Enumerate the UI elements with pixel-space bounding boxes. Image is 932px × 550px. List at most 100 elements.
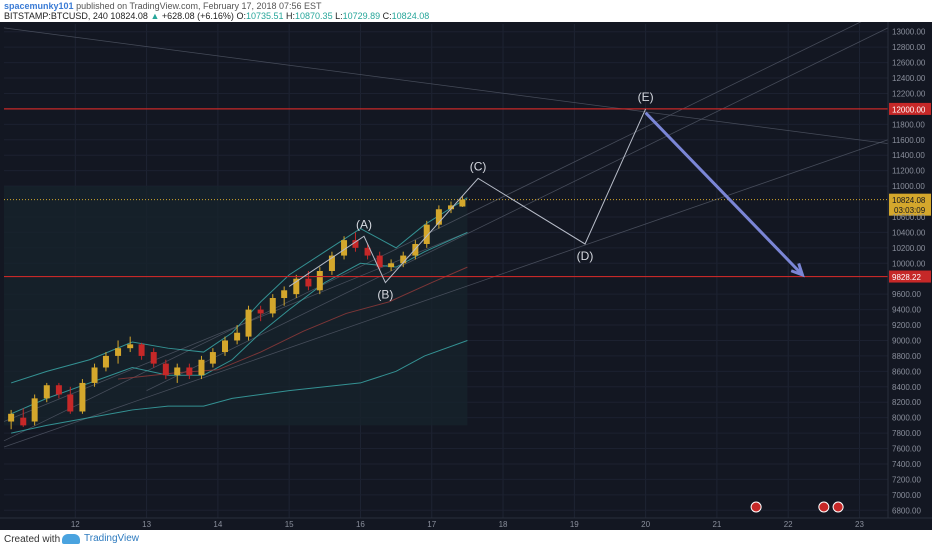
price-tick-label: 8000.00 [892, 414, 921, 423]
price-tick-label: 8400.00 [892, 383, 921, 392]
candle-up[interactable] [102, 355, 109, 368]
time-tick-label: 18 [499, 520, 508, 529]
trend-line[interactable] [3, 22, 888, 442]
candle-up[interactable] [281, 290, 288, 299]
candle-up[interactable] [316, 271, 323, 291]
candle-up[interactable] [412, 243, 419, 256]
candle-up[interactable] [435, 209, 442, 225]
last-price: 10824.08 [110, 11, 148, 21]
candle-down[interactable] [376, 255, 383, 268]
candle-up[interactable] [388, 263, 395, 268]
time-tick-label: 14 [213, 520, 222, 529]
candle-down[interactable] [55, 385, 62, 395]
candle-down[interactable] [138, 344, 145, 356]
channel-shade [4, 186, 468, 426]
candle-up[interactable] [209, 352, 216, 364]
time-tick-label: 15 [285, 520, 294, 529]
candle-up[interactable] [79, 382, 86, 412]
author-link[interactable]: spacemunky101 [4, 1, 74, 11]
last-price-label: 10824.08 [892, 196, 926, 205]
candle-down[interactable] [352, 240, 359, 248]
ohlc-info: BITSTAMP:BTCUSD, 240 10824.08 ▲ +628.08 … [4, 11, 429, 21]
low-value: 10729.89 [342, 11, 381, 21]
candle-down[interactable] [364, 247, 371, 256]
candle-up[interactable] [91, 367, 98, 383]
candle-up[interactable] [31, 398, 38, 422]
trend-line[interactable] [3, 139, 889, 448]
price-tick-label: 7400.00 [892, 460, 921, 469]
tradingview-logo-icon [62, 533, 80, 544]
lower-band-line [11, 339, 468, 434]
last-price-tag [889, 193, 931, 216]
price-tick-label: 7200.00 [892, 475, 921, 484]
candle-down[interactable] [257, 309, 264, 314]
candle-down[interactable] [20, 417, 27, 426]
open-value: 10735.51 [245, 11, 284, 21]
candle-down[interactable] [67, 394, 74, 412]
candle-up[interactable] [115, 348, 122, 356]
wave-path-line[interactable] [288, 108, 647, 287]
created-with-text: Created with [4, 534, 61, 545]
wave-label: (E) [638, 90, 654, 104]
time-tick-label: 19 [570, 520, 579, 529]
time-tick-label: 13 [142, 520, 151, 529]
price-tick-label: 12200.00 [892, 89, 926, 98]
candle-up[interactable] [127, 344, 134, 349]
level-price-tag [889, 102, 931, 115]
candle-up[interactable] [447, 205, 454, 210]
candle-up[interactable] [174, 367, 181, 376]
up-arrow-icon: ▲ [150, 11, 160, 21]
price-tick-label: 9000.00 [892, 336, 921, 345]
time-tick-label: 16 [356, 520, 365, 529]
price-tick-label: 11400.00 [892, 151, 925, 160]
open-label: O: [236, 11, 246, 21]
price-tick-label: 12600.00 [892, 59, 926, 68]
candle-up[interactable] [341, 240, 348, 256]
candle-up[interactable] [293, 278, 300, 295]
candle-up[interactable] [245, 309, 252, 337]
price-tick-label: 11000.00 [892, 182, 925, 191]
price-tick-label: 7000.00 [892, 491, 921, 500]
candle-up[interactable] [222, 340, 228, 353]
candle-up[interactable] [400, 255, 407, 264]
time-tick-label: 21 [712, 520, 721, 529]
published-text: published on TradingView.com, February 1… [76, 1, 322, 11]
price-tick-label: 8600.00 [892, 367, 921, 376]
candle-down[interactable] [186, 367, 193, 376]
price-tick-label: 6800.00 [892, 506, 921, 515]
candle-up[interactable] [459, 199, 466, 207]
economic-event-icon[interactable] [750, 501, 762, 513]
candle-up[interactable] [328, 255, 335, 271]
symbol-label: BITSTAMP:BTCUSD, 240 [4, 11, 108, 21]
economic-event-icon[interactable] [832, 501, 844, 513]
price-tick-label: 10400.00 [892, 228, 926, 237]
trend-line[interactable] [146, 27, 889, 391]
low-label: L: [335, 11, 343, 21]
candle-down[interactable] [305, 278, 312, 287]
level-price-label: 9828.22 [892, 273, 921, 282]
tradingview-name: TradingView [84, 533, 140, 544]
tradingview-brand[interactable]: TradingView [62, 533, 139, 544]
price-tick-label: 13000.00 [892, 28, 926, 37]
candle-up[interactable] [269, 298, 276, 314]
price-tick-label: 11200.00 [892, 167, 925, 176]
candle-up[interactable] [8, 413, 15, 422]
close-label: C: [382, 11, 392, 21]
level-price-tag [889, 270, 931, 283]
high-label: H: [286, 11, 296, 21]
time-tick-label: 20 [641, 520, 650, 529]
trend-line[interactable] [3, 27, 889, 145]
candle-up[interactable] [43, 385, 50, 399]
candle-up[interactable] [234, 332, 241, 341]
publish-info: spacemunky101 published on TradingView.c… [4, 1, 322, 11]
projection-arrow-line[interactable] [644, 111, 804, 276]
candle-down[interactable] [162, 363, 169, 376]
candle-down[interactable] [150, 352, 157, 364]
price-tick-label: 10000.00 [892, 259, 926, 268]
time-tick-label: 17 [427, 520, 436, 529]
economic-event-icon[interactable] [818, 501, 830, 513]
chart-area[interactable]: 12000.00 9828.22 10824.08 03:03:09 (A) (B) (C)… [0, 22, 932, 530]
candle-up[interactable] [198, 359, 205, 376]
candle-up[interactable] [423, 224, 430, 244]
